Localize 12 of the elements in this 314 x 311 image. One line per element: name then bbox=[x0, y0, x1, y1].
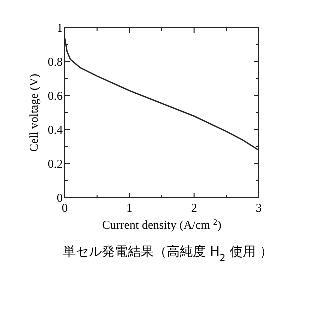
y-tick-label: 0.8 bbox=[48, 55, 63, 69]
y-axis-title: Cell voltage (V) bbox=[27, 74, 41, 152]
x-tick-label: 1 bbox=[126, 201, 133, 215]
y-tick-label: 1 bbox=[57, 21, 63, 35]
y-tick-label: 0.4 bbox=[48, 123, 63, 137]
y-tick-label: 0 bbox=[57, 191, 63, 205]
x-tick-label: 3 bbox=[256, 201, 262, 215]
x-tick-label: 2 bbox=[191, 201, 198, 215]
y-tick-label: 0.2 bbox=[48, 157, 63, 171]
x-axis-title: Current density (A/cm $^{2}$) bbox=[102, 218, 222, 232]
y-tick-label: 0.6 bbox=[48, 89, 63, 103]
text: 単セル発電結果（高純度 H$_{2}$ 使用 ） bbox=[63, 244, 273, 264]
